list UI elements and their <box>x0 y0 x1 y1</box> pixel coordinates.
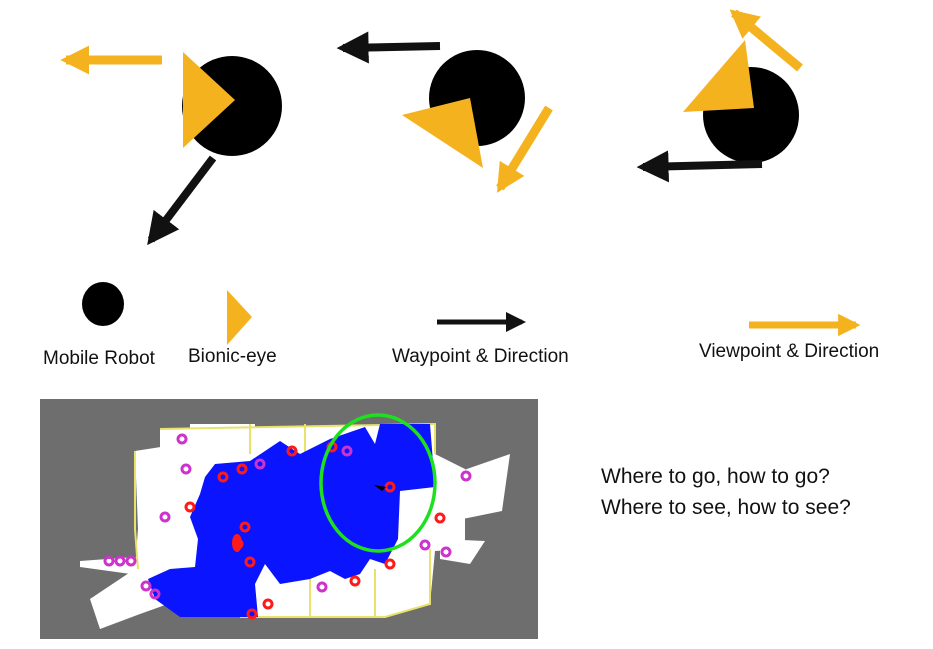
viewpoint-marker <box>159 511 171 523</box>
waypoint-arrow <box>336 31 441 64</box>
frontier-marker <box>262 598 274 610</box>
robot-pose-2 <box>336 31 553 193</box>
exploration-map <box>40 399 538 639</box>
legend-label-mobile-robot: Mobile Robot <box>43 348 155 369</box>
frontier-marker <box>217 471 229 483</box>
viewpoint-marker <box>254 458 266 470</box>
bionic-eye <box>183 52 235 148</box>
map-walls <box>134 422 436 618</box>
frontier-marker <box>244 556 256 568</box>
viewpoint-marker <box>103 555 115 567</box>
viewpoint-arrow <box>496 105 553 193</box>
question-where-to-go: Where to go, how to go? <box>601 465 830 488</box>
waypoint-arrow <box>147 155 217 246</box>
legend-label-waypoint: Waypoint & Direction <box>392 346 569 367</box>
robot-pose-1 <box>60 45 282 246</box>
frontier-marker <box>246 608 258 620</box>
legend-bionic-eye-symbol <box>227 290 252 345</box>
viewpoint-marker <box>460 470 472 482</box>
question-where-to-see: Where to see, how to see? <box>601 496 851 519</box>
focus-region-ring <box>319 413 437 553</box>
frontier-marker <box>349 575 361 587</box>
frontier-marker <box>184 501 196 513</box>
viewpoint-arrow <box>729 9 803 72</box>
viewpoint-marker <box>149 588 161 600</box>
waypoint-arrow <box>636 150 763 183</box>
frontier-marker <box>286 445 298 457</box>
explored-area <box>148 424 435 617</box>
frontier-marker <box>239 521 251 533</box>
robot-marker <box>232 534 242 552</box>
viewpoint-marker <box>176 433 188 445</box>
viewpoint-marker <box>140 580 152 592</box>
frontier-marker <box>434 512 446 524</box>
legend-label-bionic-eye: Bionic-eye <box>188 346 277 367</box>
frontier-markers-magenta <box>103 433 472 600</box>
occupancy-grid-map <box>80 413 510 629</box>
robot-poses-diagram <box>60 9 861 345</box>
viewpoint-marker <box>114 555 126 567</box>
viewpoint-marker <box>180 463 192 475</box>
bionic-eye <box>683 40 754 112</box>
frontier-marker <box>384 558 396 570</box>
viewpoint-marker <box>125 555 137 567</box>
viewpoint-marker <box>341 445 353 457</box>
viewpoint-marker <box>419 539 431 551</box>
legend-robot-symbol <box>82 282 124 326</box>
robot-position-icon <box>374 485 386 491</box>
viewpoint-marker <box>316 581 328 593</box>
robot-pose-3 <box>636 9 803 183</box>
viewpoint-marker <box>440 546 452 558</box>
bionic-eye <box>402 98 483 168</box>
frontier-marker <box>236 463 248 475</box>
legend-label-viewpoint: Viewpoint & Direction <box>699 341 880 362</box>
